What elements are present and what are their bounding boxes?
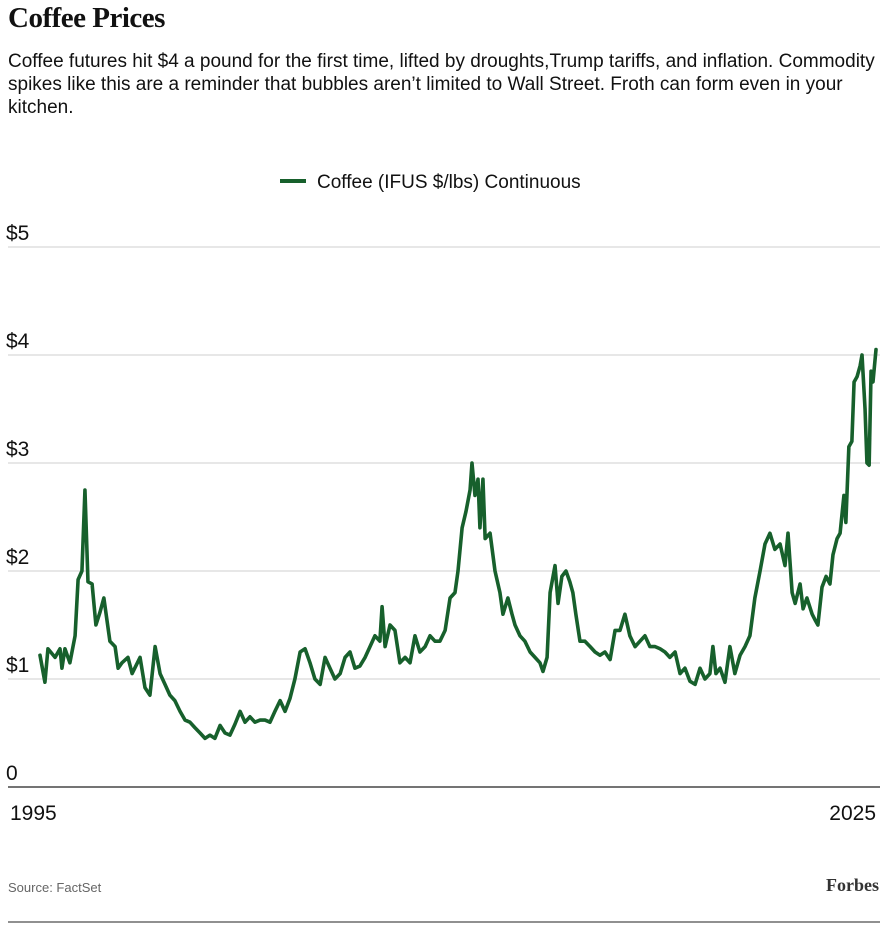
legend-label: Coffee (IFUS $/lbs) Continuous (317, 172, 581, 193)
y-tick-label: $1 (6, 654, 29, 677)
y-tick-label: $5 (6, 222, 29, 245)
price-line (38, 347, 878, 741)
chart-title: Coffee Prices (8, 2, 165, 34)
x-tick-label: 1995 (10, 802, 57, 825)
y-tick-label: 0 (6, 762, 18, 785)
y-tick-label: $2 (6, 546, 29, 569)
x-tick-label: 2025 (829, 802, 876, 825)
y-tick-label: $4 (6, 330, 30, 353)
brand-logo: Forbes (826, 875, 879, 895)
chart-subtitle: Coffee futures hit $4 a pound for the fi… (8, 51, 875, 118)
legend-item: Coffee (IFUS $/lbs) Continuous (280, 172, 581, 193)
y-tick-label: $3 (6, 438, 29, 461)
source-note: Source: FactSet (8, 880, 102, 895)
